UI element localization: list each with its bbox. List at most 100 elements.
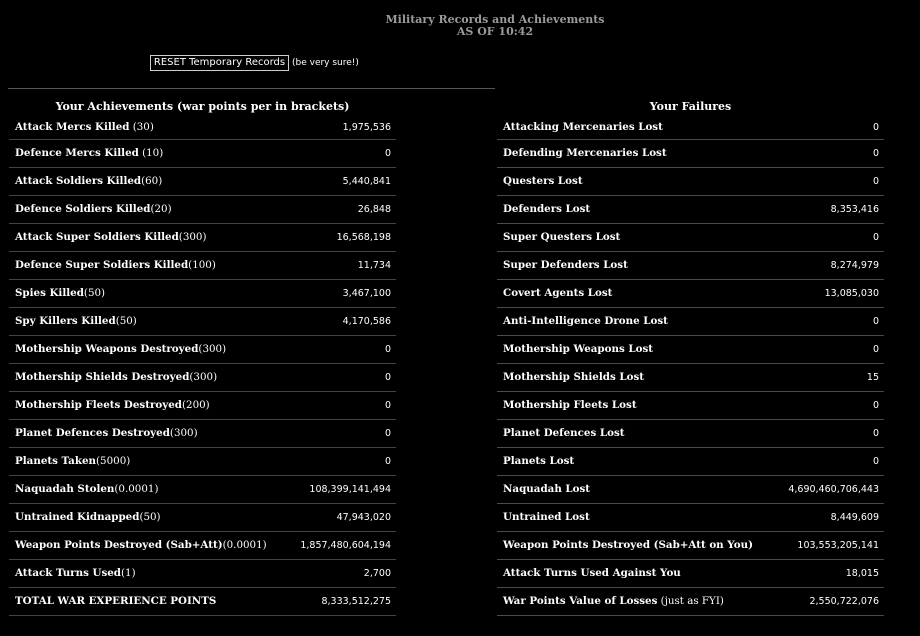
table-row: Planet Defences Lost 0	[497, 420, 884, 448]
table-row: Attack Soldiers Killed(60) 5,440,841	[9, 168, 396, 196]
row-points: (300)	[198, 343, 227, 355]
row-value: 1,975,536	[342, 122, 391, 133]
row-label: Naquadah Stolen(0.0001)	[15, 483, 158, 495]
row-label-text: Attack Mercs Killed	[15, 121, 130, 133]
table-row: Defenders Lost 8,353,416	[497, 196, 884, 224]
row-label-text: Defending Mercenaries Lost	[503, 147, 667, 159]
row-value: 4,170,586	[342, 316, 391, 327]
row-label: Attacking Mercenaries Lost	[503, 121, 663, 133]
row-label: Anti-Intelligence Drone Lost	[503, 315, 668, 327]
failures-table: Attacking Mercenaries Lost 0 Defending Mer…	[497, 118, 884, 616]
row-value: 0	[872, 122, 879, 133]
row-label: Mothership Weapons Destroyed(300)	[15, 343, 226, 355]
row-value: 1,857,480,604,194	[300, 540, 391, 551]
table-row: Spies Killed(50) 3,467,100	[9, 280, 396, 308]
row-label: Attack Mercs Killed (30)	[15, 121, 154, 133]
table-row: Questers Lost 0	[497, 168, 884, 196]
table-row: Attack Turns Used(1) 2,700	[9, 560, 396, 588]
row-points: (5000)	[96, 455, 131, 467]
row-label: Attack Super Soldiers Killed(300)	[15, 231, 207, 243]
table-row: Mothership Weapons Destroyed(300) 0	[9, 336, 396, 364]
row-label: Super Defenders Lost	[503, 259, 628, 271]
table-row: TOTAL WAR EXPERIENCE POINTS 8,333,512,275	[9, 588, 396, 616]
row-points: (60)	[141, 175, 163, 187]
row-label-text: Mothership Shields Destroyed	[15, 371, 190, 383]
failures-title: Your Failures	[649, 100, 732, 113]
row-value: 0	[872, 428, 879, 439]
table-row: Planets Lost 0	[497, 448, 884, 476]
row-label: Questers Lost	[503, 175, 583, 187]
row-label-text: Mothership Fleets Lost	[503, 399, 637, 411]
row-value: 0	[872, 316, 879, 327]
table-row: Planets Taken(5000) 0	[9, 448, 396, 476]
table-row: Mothership Shields Destroyed(300) 0	[9, 364, 396, 392]
row-value: 11,734	[357, 260, 391, 271]
row-points: (50)	[139, 511, 161, 523]
row-label: TOTAL WAR EXPERIENCE POINTS	[15, 595, 216, 607]
table-row: Weapon Points Destroyed (Sab+Att on You)…	[497, 532, 884, 560]
row-label-text: Attack Turns Used Against You	[503, 567, 681, 579]
row-label: Defence Super Soldiers Killed(100)	[15, 259, 216, 271]
achievements-panel: Your Achievements (war points per in bra…	[9, 96, 396, 616]
row-label: Planet Defences Destroyed(300)	[15, 427, 198, 439]
row-label: Spy Killers Killed(50)	[15, 315, 137, 327]
row-value: 0	[384, 344, 391, 355]
row-points: (0.0001)	[114, 483, 159, 495]
row-value: 2,550,722,076	[809, 596, 879, 607]
row-value: 0	[872, 232, 879, 243]
row-points: (10)	[138, 147, 164, 159]
row-points: (1)	[121, 567, 136, 579]
row-value: 3,467,100	[342, 288, 391, 299]
row-value: 16,568,198	[336, 232, 391, 243]
row-label-text: Attack Super Soldiers Killed	[15, 231, 179, 243]
row-label-text: TOTAL WAR EXPERIENCE POINTS	[15, 595, 217, 607]
table-row: Mothership Fleets Destroyed(200) 0	[9, 392, 396, 420]
row-label-text: Mothership Fleets Destroyed	[15, 399, 182, 411]
row-label-text: Weapon Points Destroyed (Sab+Att)	[15, 539, 223, 551]
row-label-text: Untrained Kidnapped	[15, 511, 140, 523]
row-value: 8,274,979	[830, 260, 879, 271]
row-label-text: Naquadah Stolen	[15, 483, 115, 495]
row-points: (50)	[83, 287, 106, 299]
row-points: (300)	[169, 427, 198, 439]
table-row: Covert Agents Lost 13,085,030	[497, 280, 884, 308]
row-value: 15	[866, 372, 879, 383]
row-value: 26,848	[357, 204, 391, 215]
row-label-text: Covert Agents Lost	[503, 287, 613, 299]
row-label: Defenders Lost	[503, 203, 590, 215]
row-value: 2,700	[363, 568, 391, 579]
row-label: Naquadah Lost	[503, 483, 590, 495]
row-label: Defence Mercs Killed (10)	[15, 147, 163, 159]
divider	[8, 88, 495, 89]
row-label: Defence Soldiers Killed(20)	[15, 203, 172, 215]
row-label: Spies Killed(50)	[15, 287, 105, 299]
row-label: Attack Turns Used Against You	[503, 567, 681, 579]
row-value: 0	[872, 148, 879, 159]
row-label-text: Mothership Weapons Lost	[503, 343, 654, 355]
row-label: Attack Soldiers Killed(60)	[15, 175, 162, 187]
row-points: (20)	[150, 203, 172, 215]
table-row: War Points Value of Losses (just as FYI)…	[497, 588, 884, 616]
row-label: Planets Lost	[503, 455, 574, 467]
row-value: 0	[384, 148, 391, 159]
row-label: War Points Value of Losses (just as FYI)	[503, 595, 724, 607]
row-label: Mothership Shields Destroyed(300)	[15, 371, 217, 383]
row-label: Planets Taken(5000)	[15, 455, 130, 467]
row-label-text: Mothership Weapons Destroyed	[15, 343, 199, 355]
row-label: Defending Mercenaries Lost	[503, 147, 667, 159]
table-row: Super Questers Lost 0	[497, 224, 884, 252]
row-label-text: Weapon Points Destroyed (Sab+Att on You)	[503, 539, 753, 551]
row-value: 0	[872, 456, 879, 467]
table-row: Defending Mercenaries Lost 0	[497, 140, 884, 168]
page-title: Military Records and Achievements	[385, 13, 605, 26]
row-label-text: Naquadah Lost	[503, 483, 591, 495]
table-row: Untrained Kidnapped(50) 47,943,020	[9, 504, 396, 532]
row-points: (300)	[178, 231, 207, 243]
row-value: 0	[384, 456, 391, 467]
row-value: 0	[872, 400, 879, 411]
row-label-text: War Points Value of Losses	[503, 595, 658, 607]
row-value: 13,085,030	[824, 288, 879, 299]
row-label-text: Super Defenders Lost	[503, 259, 628, 271]
row-label-text: Spies Killed	[15, 287, 84, 299]
reset-temporary-records-button[interactable]: RESET Temporary Records	[150, 55, 289, 71]
